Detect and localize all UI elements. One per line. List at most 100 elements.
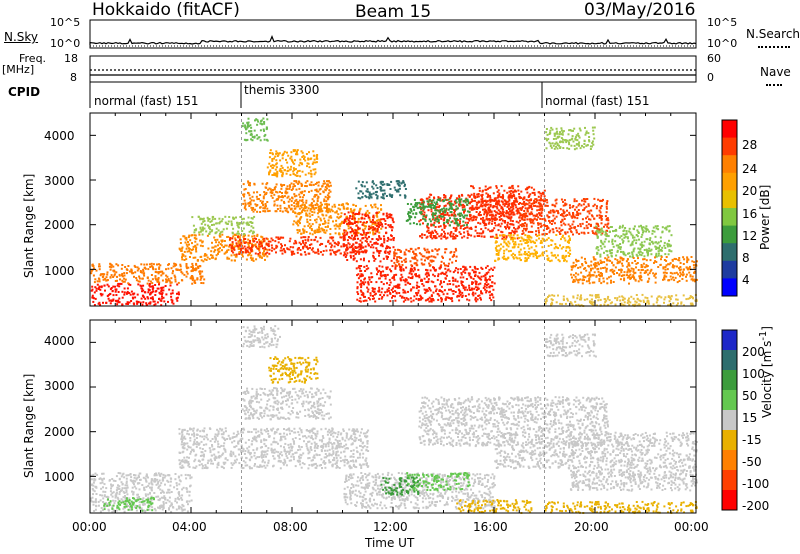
cpid-mode-1: normal (fast) 151	[94, 94, 199, 108]
power-ytick-1000: 1000	[44, 264, 75, 278]
velocity-band-10	[569, 431, 698, 492]
nsky-tick-left-bottom: 10^0	[50, 37, 81, 50]
velocity-band-12	[242, 325, 281, 349]
power-band-0	[90, 282, 180, 307]
velocity-tick-50: 50	[742, 389, 758, 403]
power-band-18	[544, 293, 698, 307]
power-band-7	[292, 202, 383, 236]
xtick-4: 16:00	[473, 520, 508, 534]
power-band-21	[355, 180, 407, 200]
date-title: 03/May/2016	[584, 0, 696, 20]
velocity-band-8	[418, 396, 610, 448]
power-band-5	[242, 180, 332, 214]
xtick-1: 04:00	[172, 520, 207, 534]
nsky-line	[89, 35, 697, 45]
cpid-mode-3: normal (fast) 151	[545, 94, 650, 108]
velocity-band-2	[178, 427, 370, 470]
velocity-heatmap	[90, 320, 698, 514]
power-axis-ticks	[89, 113, 697, 306]
cpid-label: CPID	[8, 85, 41, 99]
nsky-tick-right-top: 10^5	[707, 16, 738, 29]
xtick-0: 00:00	[72, 520, 107, 534]
velocity-band-4	[268, 356, 319, 384]
power-band-3	[191, 215, 256, 236]
power-colorbar-swatch-1	[722, 137, 737, 156]
freq-tick-right-bottom: 0	[707, 71, 714, 84]
velocity-band-5	[343, 471, 496, 510]
velocity-colorbar-swatch-3	[722, 390, 737, 411]
power-band-19	[544, 126, 596, 151]
velocity-tick-m100: -100	[742, 477, 770, 491]
velocity-tick-m50: -50	[742, 455, 762, 469]
freq-label-bottom: [MHz]	[2, 63, 35, 76]
velocity-band-0	[90, 472, 193, 514]
power-colorbar-swatch-9	[722, 278, 737, 297]
power-band-14	[519, 197, 610, 236]
freq-tick-right-top: 60	[707, 52, 721, 65]
power-colorbar-swatch-2	[722, 155, 737, 174]
power-band-4	[228, 235, 369, 256]
power-tick-20: 20	[742, 184, 758, 198]
velocity-colorbar	[721, 329, 738, 511]
nsky-panel-box	[89, 19, 697, 49]
power-tick-8: 8	[742, 251, 750, 265]
freq-label-top: Freq.	[19, 52, 47, 65]
power-band-10	[393, 247, 458, 267]
velocity-colorbar-frame	[721, 329, 738, 511]
velocity-ytick-3000: 3000	[44, 379, 75, 393]
power-ytick-2000: 2000	[44, 218, 75, 232]
freq-tick-left-bottom: 8	[70, 71, 77, 84]
velocity-ytick-2000: 2000	[44, 425, 75, 439]
velocity-band-14	[380, 476, 420, 496]
velocity-ytick-4000: 4000	[44, 334, 75, 348]
nave-label: Nave	[760, 65, 791, 79]
velocity-tick-200: 200	[742, 345, 765, 359]
power-band-20	[241, 117, 269, 142]
velocity-band-13	[544, 333, 597, 358]
nave-legend-line	[766, 84, 782, 86]
power-heatmap	[90, 113, 698, 307]
velocity-tick-m200: -200	[742, 499, 770, 513]
velocity-axis-ticks	[89, 320, 697, 513]
xtick-6: 00:00	[674, 520, 709, 534]
power-colorbar-swatch-4	[722, 190, 737, 209]
nsearch-label: N.Search	[746, 27, 800, 41]
xtick-5: 20:00	[574, 520, 609, 534]
power-band-9	[355, 264, 496, 303]
power-band-12	[405, 198, 471, 227]
station-title: Hokkaido (fitACF)	[92, 0, 240, 20]
nsky-trace	[89, 35, 697, 47]
velocity-band-7	[456, 499, 533, 514]
xaxis-label: Time UT	[365, 536, 415, 550]
power-colorbar-swatch-7	[722, 243, 737, 262]
power-band-6	[266, 149, 319, 178]
velocity-colorbar-swatch-5	[722, 430, 737, 451]
power-colorbar-swatch-3	[722, 172, 737, 191]
velocity-colorbar-swatch-7	[722, 470, 737, 491]
power-ytick-4000: 4000	[44, 129, 75, 143]
velocity-colorbar-swatch-1	[722, 350, 737, 371]
velocity-colorbar-swatch-2	[722, 370, 737, 391]
power-tick-12: 12	[742, 229, 758, 243]
power-tick-28: 28	[742, 138, 758, 152]
velocity-band-11	[544, 500, 698, 514]
velocity-tick-m15: -15	[742, 433, 762, 447]
xtick-2: 08:00	[273, 520, 308, 534]
power-tick-24: 24	[742, 162, 758, 176]
nsearch-legend-line	[758, 46, 790, 48]
power-tick-4: 4	[742, 273, 750, 287]
power-band-16	[595, 224, 673, 258]
power-colorbar-frame	[721, 119, 738, 297]
power-colorbar-swatch-8	[722, 260, 737, 279]
freq-panel-box	[89, 55, 697, 83]
nsky-tick-right-bottom: 10^0	[707, 37, 738, 50]
velocity-tick-100: 100	[742, 367, 765, 381]
beam-title: Beam 15	[355, 2, 432, 22]
velocity-band-9	[494, 440, 572, 470]
power-ytick-3000: 3000	[44, 174, 75, 188]
velocity-ytick-1000: 1000	[44, 470, 75, 484]
velocity-colorbar-swatch-0	[722, 330, 737, 351]
velocity-colorbar-swatch-8	[722, 490, 737, 511]
power-colorbar	[721, 119, 738, 297]
